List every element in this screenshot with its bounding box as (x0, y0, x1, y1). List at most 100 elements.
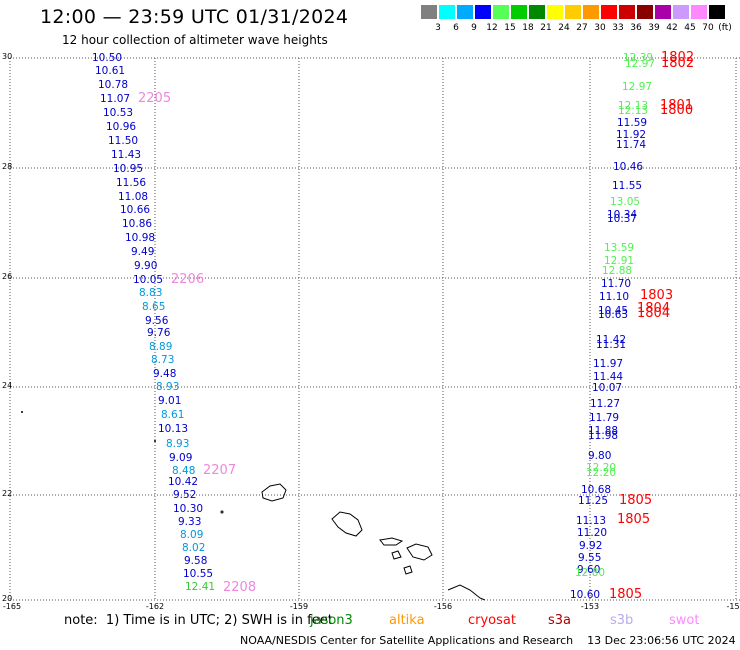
scale-label: 45 (684, 23, 696, 33)
scale-label: 42 (666, 23, 678, 33)
wave-height-value: 11.59 (617, 117, 648, 129)
pass-time-tag: 2207 (203, 463, 237, 478)
wave-height-value: 12.97 (622, 81, 653, 93)
wave-height-value: 11.74 (616, 139, 647, 151)
scale-swatch (475, 5, 491, 19)
wave-height-value: 10.60 (570, 589, 601, 601)
maui-island (406, 543, 433, 561)
wave-height-value: 10.30 (173, 503, 204, 515)
kauai-island (261, 483, 287, 502)
scale-label: 15 (504, 23, 516, 33)
wave-height-value: 8.89 (149, 341, 173, 353)
wave-height-value: 12.20 (586, 462, 617, 474)
wave-height-value: 9.55 (578, 552, 602, 564)
wave-height-value: 10.05 (133, 274, 164, 286)
dot-marker (21, 411, 23, 413)
scale-swatch (529, 5, 545, 19)
wave-height-value: 9.09 (169, 452, 193, 464)
wave-height-value: 8.93 (156, 381, 180, 393)
footer-credit: NOAA/NESDIS Center for Satellite Applica… (240, 634, 736, 647)
dot-marker (154, 440, 156, 442)
wave-height-value: 10.42 (168, 476, 199, 488)
satellite-label-cryosat: cryosat (468, 613, 516, 628)
wave-height-value: 12.97 (625, 58, 656, 70)
lon-label: -15 (726, 602, 740, 611)
wave-height-value: 12.39 (623, 52, 654, 64)
wave-height-value: 9.60 (577, 564, 601, 576)
scale-swatch (565, 5, 581, 19)
wave-height-value: 9.58 (184, 555, 208, 567)
wave-height-value: 9.80 (588, 450, 612, 462)
wave-height-value: 10.13 (158, 423, 189, 435)
pass-time-tag: 1802 (661, 50, 695, 65)
wave-height-value: 9.76 (147, 327, 171, 339)
wave-height-value: 11.50 (108, 135, 139, 147)
scale-label: 70 (702, 23, 714, 33)
lat-label: 28 (2, 162, 13, 171)
wave-height-value: 12.20 (586, 467, 617, 479)
wave-height-value: 11.98 (588, 430, 619, 442)
pass-time-tag: 1805 (617, 512, 651, 527)
pass-time-tag: 2206 (171, 272, 205, 287)
satellite-label-s3b: s3b (610, 613, 634, 628)
scale-label: 21 (540, 23, 552, 33)
niihau-island (220, 510, 224, 514)
scale-swatch (439, 5, 455, 19)
lon-label: -156 (433, 602, 453, 611)
wave-height-value: 10.68 (581, 484, 612, 496)
scale-swatch (511, 5, 527, 19)
wave-height-value: 10.95 (113, 163, 144, 175)
wave-height-value: 13.05 (610, 196, 641, 208)
lat-label: 20 (2, 594, 13, 603)
map-title: 12:00 — 23:59 UTC 01/31/2024 (40, 6, 349, 28)
scale-label: 33 (612, 23, 624, 33)
lat-label: 22 (2, 489, 13, 498)
scale-swatch (709, 5, 725, 19)
scale-swatch (619, 5, 635, 19)
wave-height-value: 11.20 (577, 527, 608, 539)
wave-height-value: 10.63 (598, 309, 629, 321)
scale-swatch (457, 5, 473, 19)
satellite-label-jason3: jason3 (310, 613, 353, 628)
scale-swatch (601, 5, 617, 19)
wave-height-value: 11.07 (100, 93, 131, 105)
footer-note: note: 1) Time is in UTC; 2) SWH is in fe… (64, 613, 333, 628)
scale-label: 3 (435, 23, 441, 33)
wave-height-value: 10.50 (92, 52, 123, 64)
wave-height-value: 8.83 (139, 287, 163, 299)
lat-label: 26 (2, 272, 13, 281)
wave-height-value: 11.10 (599, 291, 630, 303)
wave-height-value: 11.92 (616, 129, 647, 141)
scale-swatch (673, 5, 689, 19)
scale-label: 18 (522, 23, 534, 33)
wave-height-value: 8.93 (166, 438, 190, 450)
pass-time-tag: 1801 (660, 98, 694, 113)
lat-label: 30 (2, 52, 13, 61)
lon-label: -153 (580, 602, 600, 611)
scale-swatch (421, 5, 437, 19)
wave-height-value: 12.88 (602, 265, 633, 277)
wave-height-value: 10.46 (613, 161, 644, 173)
wave-height-value: 11.43 (111, 149, 142, 161)
wave-height-value: 8.73 (151, 354, 175, 366)
oahu-island (331, 511, 363, 537)
lanai-island (391, 550, 402, 560)
wave-height-value: 9.92 (579, 540, 603, 552)
lon-label: -162 (145, 602, 165, 611)
wave-height-value: 11.70 (601, 278, 632, 290)
scale-label: 24 (558, 23, 570, 33)
satellite-label-s3a: s3a (548, 613, 572, 628)
pass-time-tag: 1803 (640, 288, 674, 303)
wave-height-value: 10.86 (122, 218, 153, 230)
wave-height-value: 10.45 (598, 305, 629, 317)
scale-label: 12 (486, 23, 498, 33)
wave-height-value: 9.49 (131, 246, 155, 258)
scale-swatch (547, 5, 563, 19)
wave-height-value: 9.90 (134, 260, 158, 272)
wave-height-value: 11.97 (593, 358, 624, 370)
kahoolawe-island (403, 565, 413, 575)
lon-label: -159 (289, 602, 309, 611)
wave-height-value: 13.59 (604, 242, 635, 254)
scale-unit: (ft) (718, 23, 732, 33)
pass-time-tag: 1804 (637, 306, 671, 321)
